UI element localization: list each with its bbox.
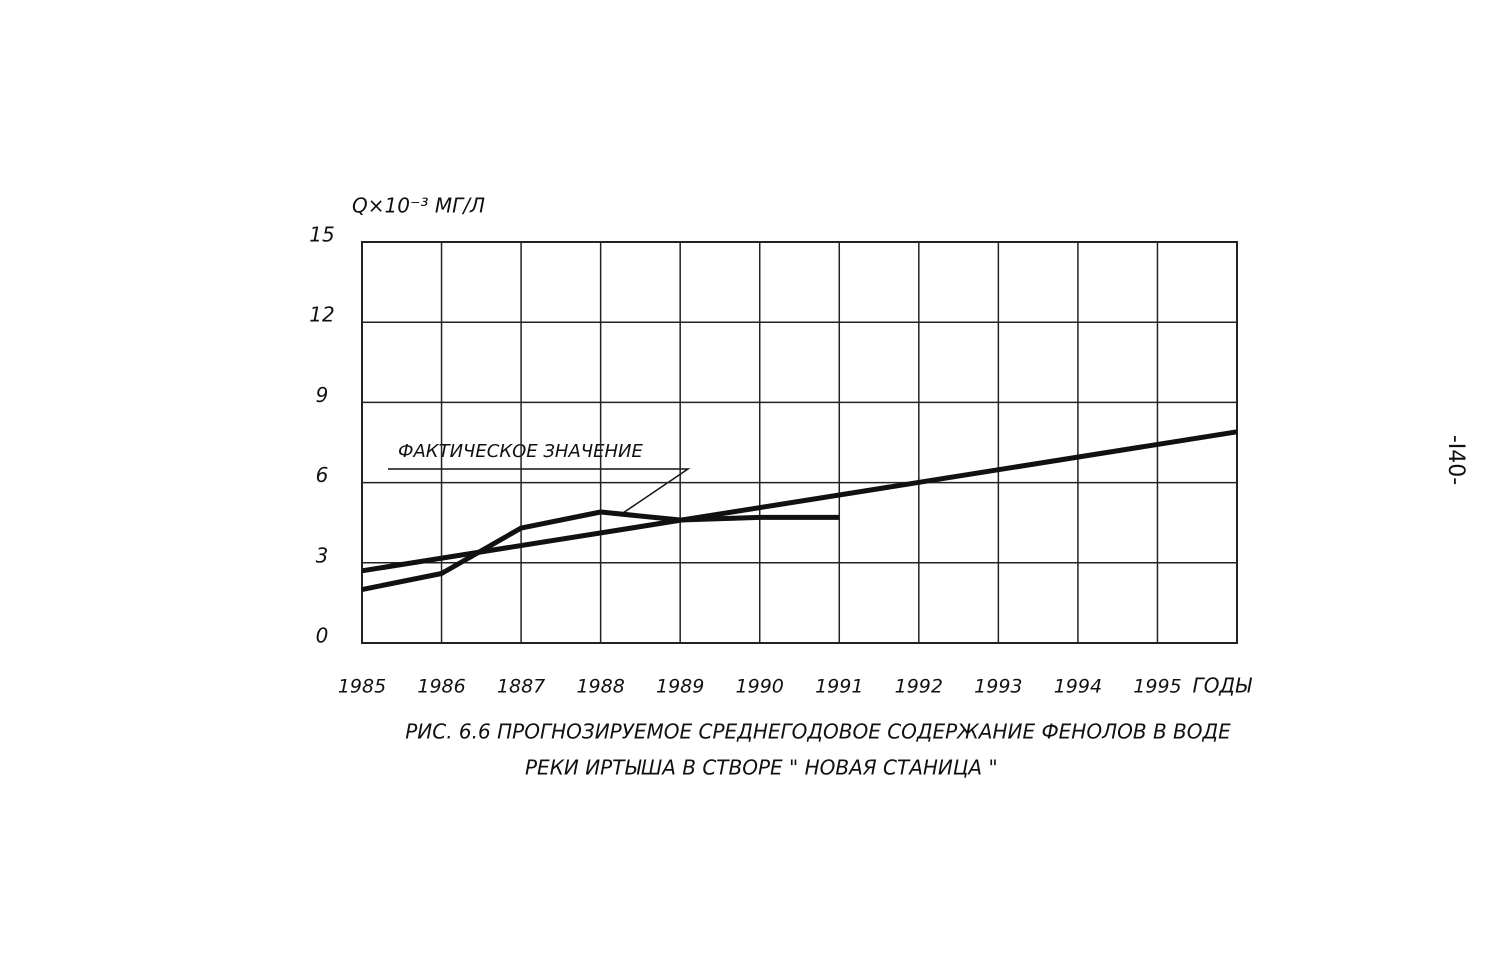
x-tick-label: 1994 — [1054, 676, 1102, 698]
x-tick-label: 1985 — [338, 676, 386, 698]
x-tick-label: 1991 — [815, 676, 863, 698]
annotation-leader — [388, 468, 691, 516]
x-tick-label: 1992 — [895, 676, 943, 698]
y-tick-label: 12 — [309, 303, 334, 327]
data-line — [361, 429, 1238, 574]
x-tick-label: 1887 — [497, 676, 545, 698]
data-line — [361, 509, 840, 592]
chart-subtitle: РЕКИ ИРТЫША В СТВОРЕ " НОВАЯ СТАНИЦА " — [525, 756, 998, 780]
y-axis-label: Q×10⁻³ МГ/Л — [352, 194, 485, 218]
y-tick-label: 9 — [316, 383, 329, 407]
y-tick-label: 3 — [316, 543, 329, 567]
x-tick-label: 1989 — [656, 676, 704, 698]
x-tick-label: 1990 — [736, 676, 784, 698]
x-tick-label: 1993 — [974, 676, 1022, 698]
y-tick-label: 0 — [316, 624, 329, 648]
page-number: -I40- — [1443, 435, 1468, 485]
x-tick-label: 1988 — [576, 676, 624, 698]
y-tick-label: 15 — [309, 223, 334, 247]
x-tick-label: 1995 — [1133, 676, 1181, 698]
y-tick-label: 6 — [316, 463, 329, 487]
x-tick-label: 1986 — [417, 676, 465, 698]
chart-title: РИС. 6.6 ПРОГНОЗИРУЕМОЕ СРЕДНЕГОДОВОЕ СО… — [405, 720, 1231, 744]
x-axis-label: ГОДЫ — [1193, 674, 1254, 698]
